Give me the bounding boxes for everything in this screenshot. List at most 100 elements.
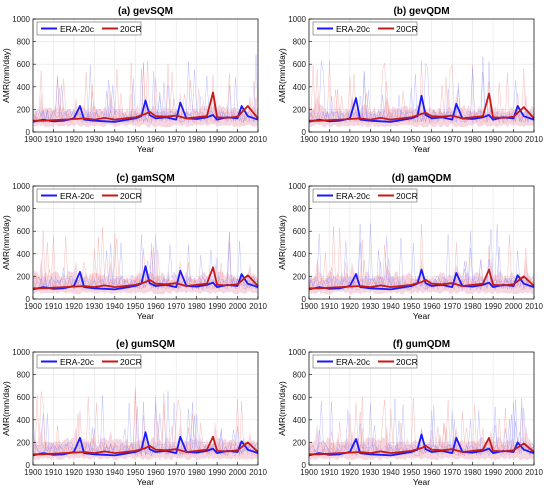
legend-label-era-20c: ERA-20c	[60, 24, 95, 34]
y-tick-label: 200	[293, 105, 307, 114]
ensemble-member-line	[32, 243, 259, 291]
x-tick-label: 1960	[147, 468, 165, 477]
series-line-20cr	[33, 435, 259, 456]
y-tick-label: 800	[17, 38, 31, 47]
x-tick-label: 1990	[484, 302, 502, 311]
x-tick-label: 1900	[24, 468, 42, 477]
series-line-era-20c	[32, 265, 259, 291]
x-tick-label: 1960	[423, 302, 441, 311]
y-axis-label: AMR(mm/day)	[1, 381, 11, 436]
y-axis-label: AMR(mm/day)	[277, 215, 287, 270]
legend-label-20cr: 20CR	[396, 24, 418, 34]
chart-panel-3: 1900 1910 1920 1930 1940 1950 1960 1970 1980 1990…	[1, 173, 267, 321]
legend-box	[312, 354, 418, 369]
ensemble-member-line	[32, 61, 259, 124]
y-axis-label: AMR(mm/day)	[277, 48, 287, 103]
ensemble-member-line	[308, 64, 535, 124]
x-axis-label: Year	[413, 144, 430, 154]
ensemble-member-line	[308, 398, 535, 457]
y-tick-label: 1000	[288, 348, 306, 357]
x-tick-label: 1920	[65, 135, 83, 144]
y-tick-label: 400	[293, 416, 307, 425]
x-tick-label: 1970	[167, 302, 185, 311]
x-tick-label: 1970	[443, 135, 461, 144]
x-tick-label: 1950	[126, 302, 144, 311]
x-tick-label: 1930	[85, 302, 103, 311]
y-tick-label: 800	[17, 205, 31, 214]
legend-label-era-20c: ERA-20c	[336, 191, 371, 201]
x-tick-label: 2010	[525, 135, 543, 144]
x-tick-label: 1910	[45, 468, 63, 477]
y-tick-label: 800	[17, 371, 31, 380]
legend: ERA-20c 20CR	[312, 21, 418, 36]
series-line-era-20c	[32, 99, 259, 123]
x-tick-label: 2000	[229, 468, 247, 477]
x-tick-label: 1960	[147, 135, 165, 144]
axes-frame	[308, 18, 535, 133]
y-axis-label: AMR(mm/day)	[277, 381, 287, 436]
y-tick-label: 200	[293, 438, 307, 447]
x-axis-label: Year	[413, 311, 430, 321]
legend-label-20cr: 20CR	[396, 357, 418, 367]
x-tick-label: 1900	[24, 135, 42, 144]
legend-label-20cr: 20CR	[120, 24, 142, 34]
y-tick-label: 600	[293, 60, 307, 69]
x-tick-label: 1990	[208, 302, 226, 311]
legend-box	[36, 188, 142, 203]
x-tick-label: 1980	[188, 135, 206, 144]
y-tick-label: 400	[17, 416, 31, 425]
x-tick-label: 2000	[505, 302, 523, 311]
x-tick-label: 1910	[45, 302, 63, 311]
legend-label-era-20c: ERA-20c	[60, 357, 95, 367]
x-tick-label: 2000	[505, 135, 523, 144]
axes-frame	[32, 185, 259, 300]
x-tick-label: 1910	[45, 135, 63, 144]
legend: ERA-20c 20CR	[36, 354, 142, 369]
y-tick-label: 200	[17, 438, 31, 447]
x-tick-label: 1990	[484, 135, 502, 144]
legend: ERA-20c 20CR	[36, 188, 142, 203]
x-axis-label: Year	[413, 477, 430, 487]
series-line-20cr	[309, 437, 535, 456]
legend-label-20cr: 20CR	[120, 357, 142, 367]
x-tick-label: 1900	[24, 302, 42, 311]
x-tick-label: 1970	[167, 468, 185, 477]
ensemble-member-line	[33, 227, 259, 291]
x-tick-label: 1920	[341, 468, 359, 477]
x-tick-label: 1970	[443, 302, 461, 311]
y-tick-label: 400	[17, 83, 31, 92]
ensemble-member-line	[32, 396, 259, 457]
y-tick-label: 400	[293, 83, 307, 92]
y-tick-label: 400	[17, 250, 31, 259]
chart-title: (c) gamSQM	[116, 173, 174, 184]
x-tick-label: 1940	[382, 302, 400, 311]
y-tick-label: 200	[293, 272, 307, 281]
y-tick-label: 1000	[12, 182, 30, 191]
y-tick-label: 1000	[288, 15, 306, 24]
x-tick-label: 1980	[464, 302, 482, 311]
y-axis-label: AMR(mm/day)	[1, 215, 11, 270]
y-tick-label: 0	[26, 128, 31, 137]
series-line-era-20c	[308, 94, 535, 123]
x-tick-label: 1980	[464, 135, 482, 144]
x-tick-label: 1900	[300, 468, 318, 477]
chart-title: (a) gevSQM	[118, 6, 173, 17]
series-line-era-20c	[308, 433, 535, 457]
legend: ERA-20c 20CR	[36, 21, 142, 36]
x-tick-label: 1940	[382, 135, 400, 144]
x-tick-label: 1990	[208, 468, 226, 477]
x-tick-label: 1920	[341, 302, 359, 311]
y-tick-label: 800	[293, 371, 307, 380]
ensemble-member-line	[32, 391, 259, 457]
y-tick-label: 0	[302, 128, 307, 137]
ensemble-member-line	[308, 396, 535, 457]
series-line-20cr	[309, 92, 535, 122]
y-tick-label: 0	[302, 461, 307, 470]
x-tick-label: 1920	[341, 135, 359, 144]
x-tick-label: 1940	[106, 468, 124, 477]
y-tick-label: 0	[302, 295, 307, 304]
y-axis-label: AMR(mm/day)	[1, 48, 11, 103]
ensemble-member-line	[32, 394, 259, 457]
legend-label-20cr: 20CR	[396, 191, 418, 201]
chart-title: (e) gumSQM	[116, 339, 175, 350]
